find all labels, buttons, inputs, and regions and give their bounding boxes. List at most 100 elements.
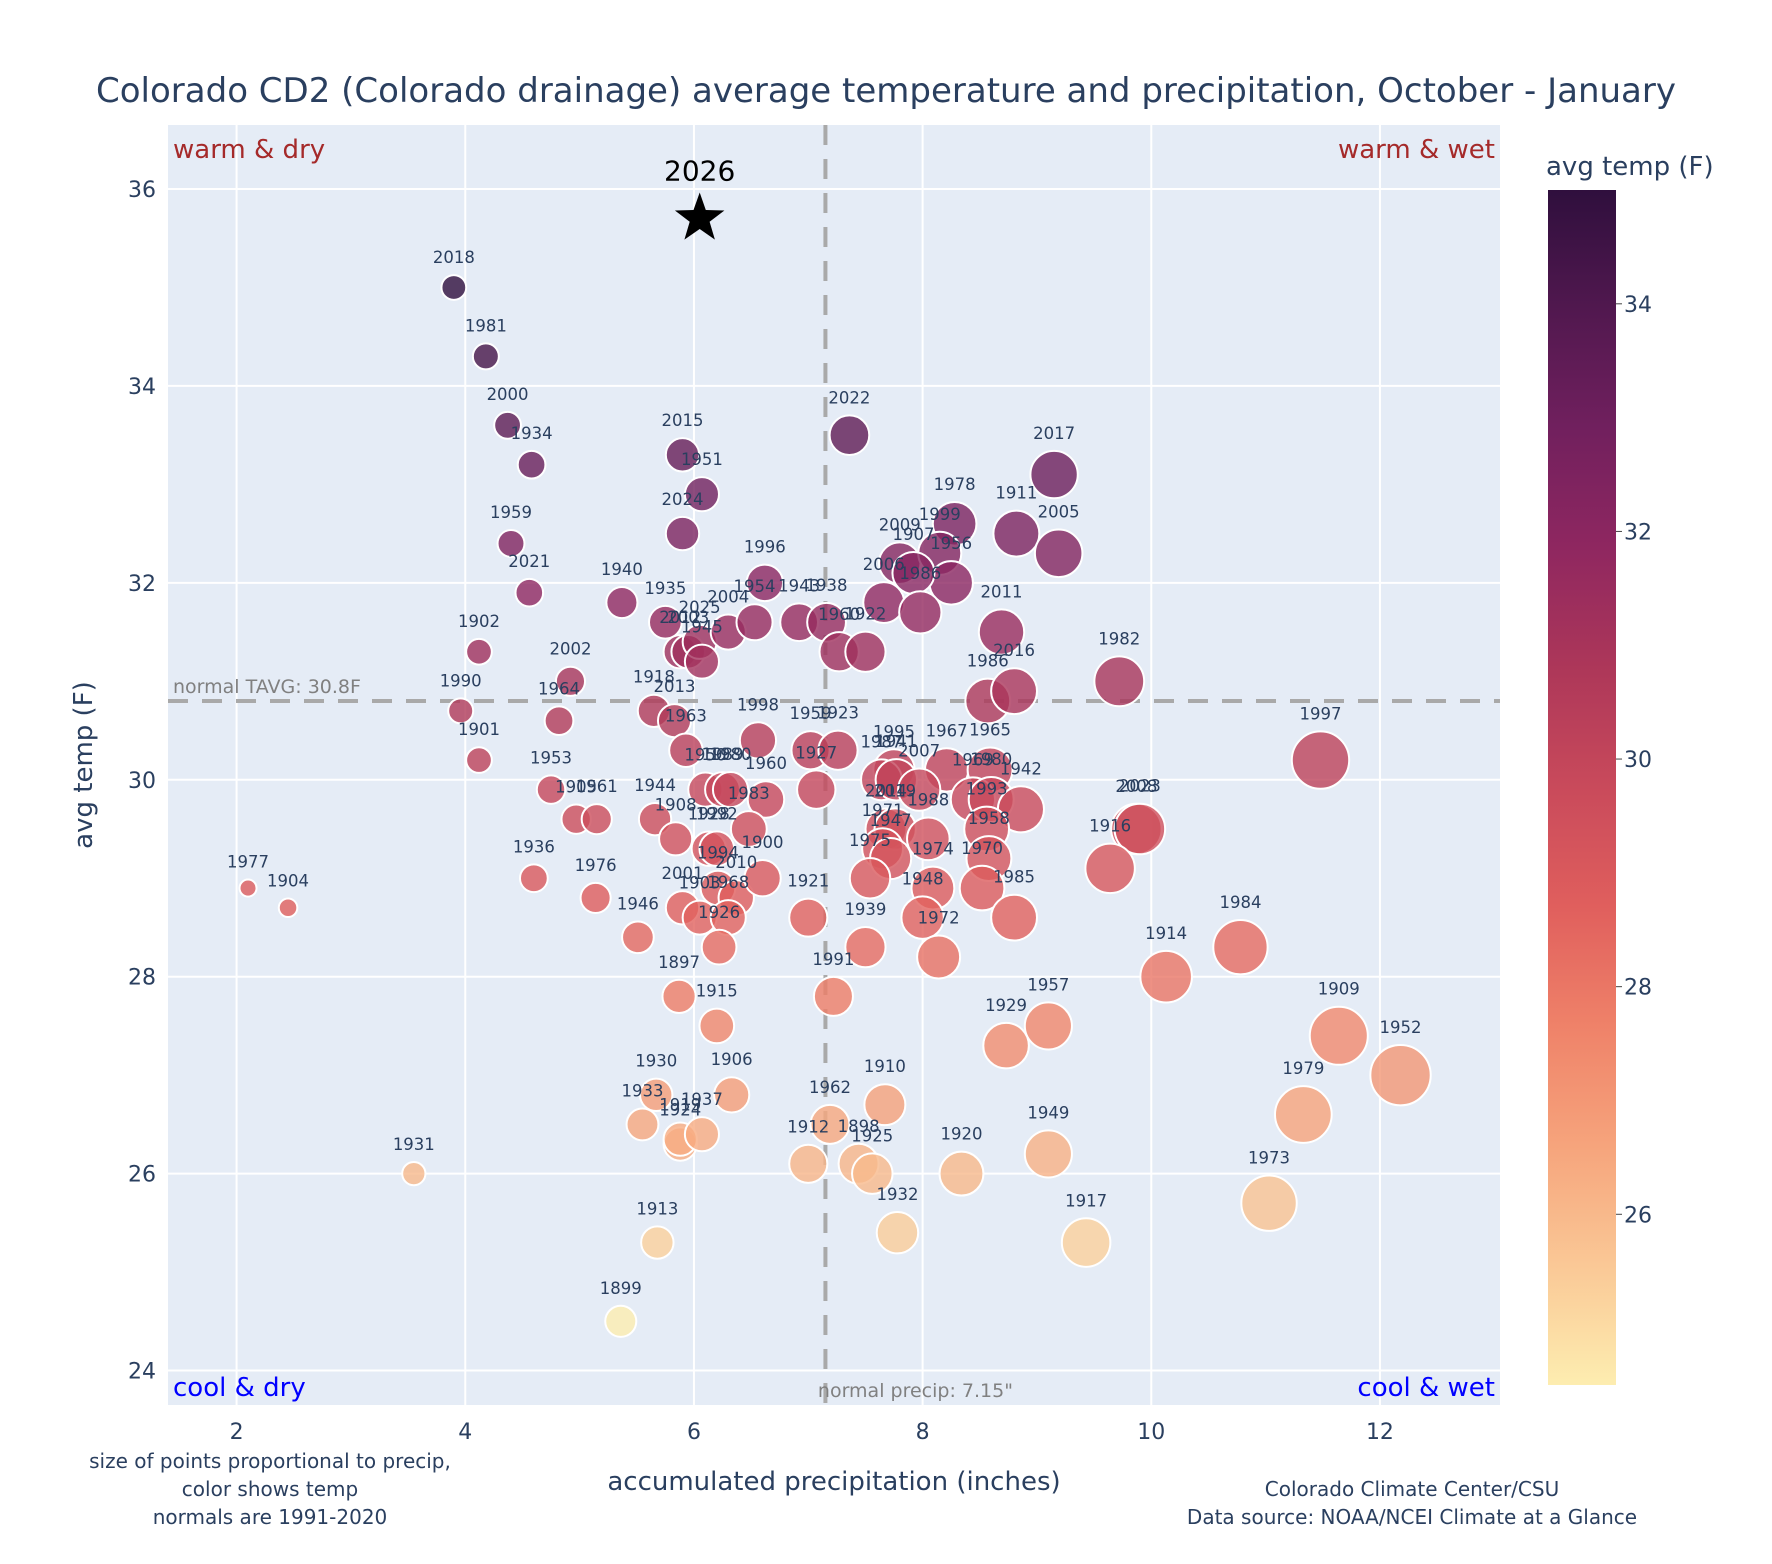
- point-label: 1904: [267, 872, 309, 891]
- data-point: [711, 771, 750, 809]
- point-label: 2000: [487, 385, 529, 404]
- data-point: [990, 667, 1038, 716]
- point-label: 1932: [876, 1185, 918, 1204]
- point-label: 2017: [1033, 424, 1075, 443]
- data-point: [543, 705, 575, 737]
- point-label: 1920: [940, 1125, 982, 1144]
- point-label: 1899: [600, 1279, 642, 1298]
- point-label: 1962: [809, 1078, 851, 1097]
- point-label: 1940: [601, 560, 643, 579]
- footnote-left-line-1: size of points proportional to precip,: [89, 1449, 451, 1473]
- point-label: 1931: [393, 1135, 435, 1154]
- y-tick-label: 28: [128, 966, 156, 991]
- data-point: [1113, 802, 1167, 856]
- point-label: 1986: [967, 652, 1009, 671]
- point-label: 1963: [665, 706, 707, 725]
- point-label: 1897: [658, 953, 700, 972]
- point-label: 1949: [1027, 1103, 1069, 1122]
- data-point: [738, 721, 778, 760]
- footnote-right-line-1: Colorado Climate Center/CSU: [1265, 1477, 1559, 1501]
- point-label: 2012: [659, 608, 701, 627]
- point-label: 1927: [795, 743, 837, 762]
- data-point: [700, 928, 738, 966]
- point-label: 2010: [715, 853, 757, 872]
- data-point: [683, 476, 720, 513]
- point-label: 1924: [659, 1100, 701, 1119]
- point-label: 1976: [575, 856, 617, 875]
- y-tick-label: 36: [128, 178, 156, 203]
- point-label: 1934: [511, 424, 553, 443]
- data-point: [683, 643, 720, 680]
- point-label: 1998: [737, 695, 779, 714]
- data-point: [440, 274, 468, 301]
- data-point: [1139, 949, 1193, 1004]
- data-point: [828, 414, 871, 456]
- point-label: 2003: [667, 608, 709, 627]
- point-label: 1909: [1318, 980, 1360, 999]
- data-point: [465, 637, 493, 666]
- point-label: 1922: [844, 605, 886, 624]
- data-point: [713, 1076, 751, 1114]
- data-point: [698, 830, 736, 868]
- footnote-right-line-2: Data source: NOAA/NCEI Climate at a Glan…: [1187, 1505, 1637, 1529]
- point-label: 1925: [851, 1126, 893, 1145]
- point-label: 1926: [698, 903, 740, 922]
- point-label: 1935: [644, 579, 686, 598]
- quadrant-label-cool-dry: cool & dry: [173, 1373, 306, 1403]
- data-point: [788, 897, 829, 938]
- point-label: 1930: [635, 1052, 677, 1071]
- x-axis-title: accumulated precipitation (inches): [607, 1467, 1060, 1497]
- colorbar-tick-label: 26: [1624, 1203, 1652, 1228]
- point-label: 2005: [1038, 503, 1080, 522]
- data-point: [277, 897, 299, 919]
- point-label: 1984: [1219, 893, 1261, 912]
- point-label: 1914: [1145, 924, 1187, 943]
- point-label: 1985: [993, 868, 1035, 887]
- data-point: [604, 1304, 638, 1338]
- point-label: 2011: [981, 582, 1023, 601]
- data-point: [897, 767, 942, 812]
- quadrant-label-cool-wet: cool & wet: [1357, 1373, 1495, 1403]
- point-label: 2001: [662, 864, 704, 883]
- data-point: [698, 1007, 736, 1045]
- point-label: 1907: [892, 525, 934, 544]
- data-point: [817, 729, 859, 771]
- x-tick-label: 4: [458, 1420, 472, 1445]
- point-label: 2002: [549, 640, 591, 659]
- point-label: 2019: [874, 781, 916, 800]
- point-label: 1960: [745, 754, 787, 773]
- data-point: [664, 515, 701, 552]
- point-label: 1959: [490, 503, 532, 522]
- data-point: [812, 975, 854, 1017]
- data-point: [496, 529, 526, 558]
- point-label: 2021: [508, 552, 550, 571]
- point-label: 1995: [873, 722, 915, 741]
- point-label: 1954: [734, 577, 776, 596]
- data-point: [977, 608, 1026, 656]
- data-point: [664, 437, 701, 473]
- point-label: 1913: [636, 1199, 678, 1218]
- data-point: [1290, 730, 1351, 790]
- point-label: 1951: [681, 450, 723, 469]
- data-point: [788, 1143, 829, 1184]
- data-point: [900, 895, 945, 940]
- footnote-left-line-3: normals are 1991-2020: [153, 1505, 388, 1529]
- point-label: 1972: [918, 908, 960, 927]
- point-label: 1945: [681, 618, 723, 637]
- point-label: 1906: [711, 1050, 753, 1069]
- y-tick-label: 34: [128, 375, 156, 400]
- footnote-left-line-2: color shows temp: [182, 1477, 358, 1501]
- data-point: [401, 1160, 427, 1187]
- point-label: 2024: [662, 490, 704, 509]
- data-point: [1093, 655, 1146, 708]
- data-point: [683, 1116, 720, 1153]
- point-label: 1988: [907, 791, 949, 810]
- data-point: [639, 1077, 674, 1113]
- point-label: 1970: [961, 839, 1003, 858]
- quadrant-label-warm-dry: warm & dry: [173, 135, 325, 165]
- data-point: [535, 774, 567, 805]
- point-label: 1982: [1098, 629, 1140, 648]
- point-label: 1993: [966, 780, 1008, 799]
- point-label: 1905: [555, 777, 597, 796]
